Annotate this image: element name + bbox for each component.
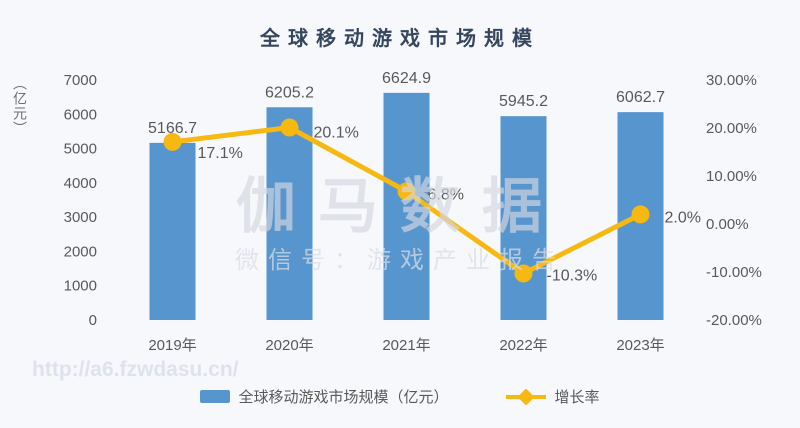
legend-item-growth-rate: 增长率 — [505, 386, 600, 407]
bar-value-label: 5945.2 — [499, 93, 548, 110]
x-axis-label: 2022年 — [499, 337, 547, 354]
bar-2019年 — [149, 142, 196, 320]
right-axis-tick-label: 30.00% — [706, 72, 757, 89]
x-axis-label: 2020年 — [265, 337, 313, 354]
right-axis-tick-label: -10.00% — [706, 264, 762, 281]
bar-value-label: 5166.7 — [148, 120, 197, 137]
line-marker-2020年 — [280, 118, 299, 137]
bar-value-label: 6205.2 — [265, 84, 314, 101]
bar-2021年 — [383, 92, 430, 321]
left-axis-tick-label: 7000 — [64, 72, 97, 89]
legend-bar-swatch — [200, 390, 231, 403]
rate-value-label: 17.1% — [198, 145, 243, 162]
x-axis-label: 2021年 — [382, 337, 430, 354]
rate-value-label: 20.1% — [314, 125, 359, 142]
line-marker-2023年 — [631, 205, 650, 224]
bar-value-label: 6624.9 — [382, 70, 431, 87]
rate-value-label: 6.8% — [428, 186, 464, 203]
legend-item-market-size: 全球移动游戏市场规模（亿元） — [200, 386, 449, 407]
bar-2020年 — [266, 107, 313, 321]
right-axis-tick-label: 0.00% — [706, 216, 749, 233]
legend-label-growth-rate: 增长率 — [554, 389, 600, 406]
right-axis-tick-label: 10.00% — [706, 168, 757, 185]
legend-line-swatch — [505, 388, 546, 405]
x-axis-label: 2023年 — [616, 337, 664, 354]
left-axis-tick-label: 6000 — [64, 106, 97, 123]
right-axis-tick-label: 20.00% — [706, 120, 757, 137]
rate-value-label: -10.3% — [547, 267, 598, 284]
legend-label-market-size: 全球移动游戏市场规模（亿元） — [238, 389, 449, 406]
x-axis-label: 2019年 — [148, 337, 196, 354]
line-marker-2019年 — [163, 132, 182, 151]
left-axis-tick-label: 1000 — [64, 278, 97, 295]
left-axis-tick-label: 5000 — [64, 141, 97, 158]
bar-2022年 — [500, 116, 547, 320]
left-axis-tick-label: 2000 — [64, 243, 97, 260]
right-axis-tick-label: -20.00% — [706, 312, 762, 329]
left-axis-tick-label: 0 — [89, 312, 97, 329]
chart-legend: 全球移动游戏市场规模（亿元） 增长率 — [0, 386, 800, 407]
left-axis-tick-label: 3000 — [64, 209, 97, 226]
chart-title: 全球移动游戏市场规模 — [260, 28, 540, 50]
line-marker-2021年 — [397, 182, 416, 201]
rate-value-label: 2.0% — [665, 209, 701, 226]
bar-value-label: 6062.7 — [616, 89, 665, 106]
line-marker-2022年 — [514, 264, 533, 283]
left-axis-unit-label: （亿元） — [12, 76, 28, 136]
left-axis-tick-label: 4000 — [64, 175, 97, 192]
